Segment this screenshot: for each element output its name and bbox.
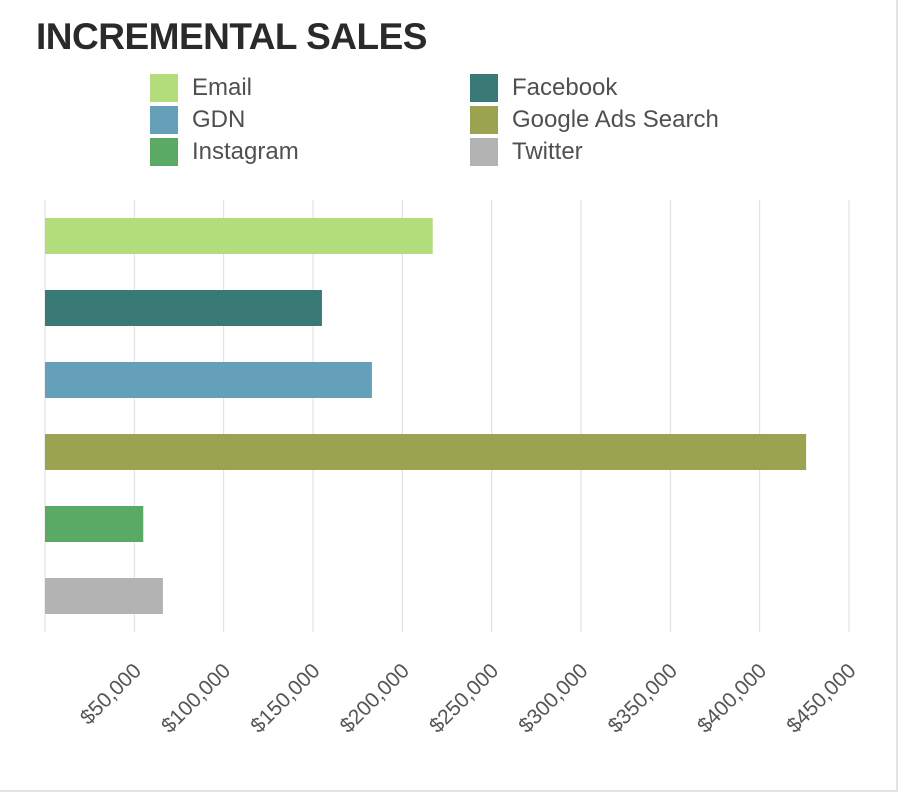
bar-facebook: [45, 290, 322, 326]
tick-label-100000: $100,000: [157, 659, 235, 737]
legend-item-gdn: GDN: [150, 105, 245, 135]
legend-item-facebook: Facebook: [470, 73, 617, 103]
legend-label-instagram: Instagram: [192, 138, 299, 165]
legend-label-email: Email: [192, 74, 253, 101]
legend-label-facebook: Facebook: [512, 74, 618, 101]
legend-item-instagram: Instagram: [150, 137, 299, 167]
tick-label-450000: $450,000: [782, 659, 860, 737]
tick-label-250000: $250,000: [425, 659, 503, 737]
tick-label-350000: $350,000: [604, 659, 682, 737]
tick-label-300000: $300,000: [514, 659, 592, 737]
legend-swatch-facebook: [470, 74, 498, 102]
legend-swatch-twitter: [470, 138, 498, 166]
tick-label-200000: $200,000: [336, 659, 414, 737]
legend-item-google-ads-search: Google Ads Search: [470, 105, 719, 135]
tick-label-150000: $150,000: [246, 659, 324, 737]
legend: Email Facebook GDN Google Ads Search Ins…: [150, 73, 790, 173]
bar-gdn: [45, 362, 372, 398]
legend-item-twitter: Twitter: [470, 137, 583, 167]
tick-label-50000: $50,000: [76, 659, 146, 729]
legend-swatch-google-ads-search: [470, 106, 498, 134]
bar-instagram: [45, 506, 144, 542]
legend-swatch-instagram: [150, 138, 178, 166]
legend-label-gdn: GDN: [192, 106, 246, 133]
legend-item-email: Email: [150, 73, 252, 103]
bar-email: [45, 218, 433, 254]
bar-twitter: [45, 578, 163, 614]
legend-swatch-gdn: [150, 106, 178, 134]
tick-label-400000: $400,000: [693, 659, 771, 737]
legend-swatch-email: [150, 74, 178, 102]
legend-label-google-ads-search: Google Ads Search: [512, 106, 719, 133]
legend-label-twitter: Twitter: [512, 138, 583, 165]
chart-title: INCREMENTAL SALES: [36, 16, 427, 57]
bar-google-ads-search: [45, 434, 807, 470]
